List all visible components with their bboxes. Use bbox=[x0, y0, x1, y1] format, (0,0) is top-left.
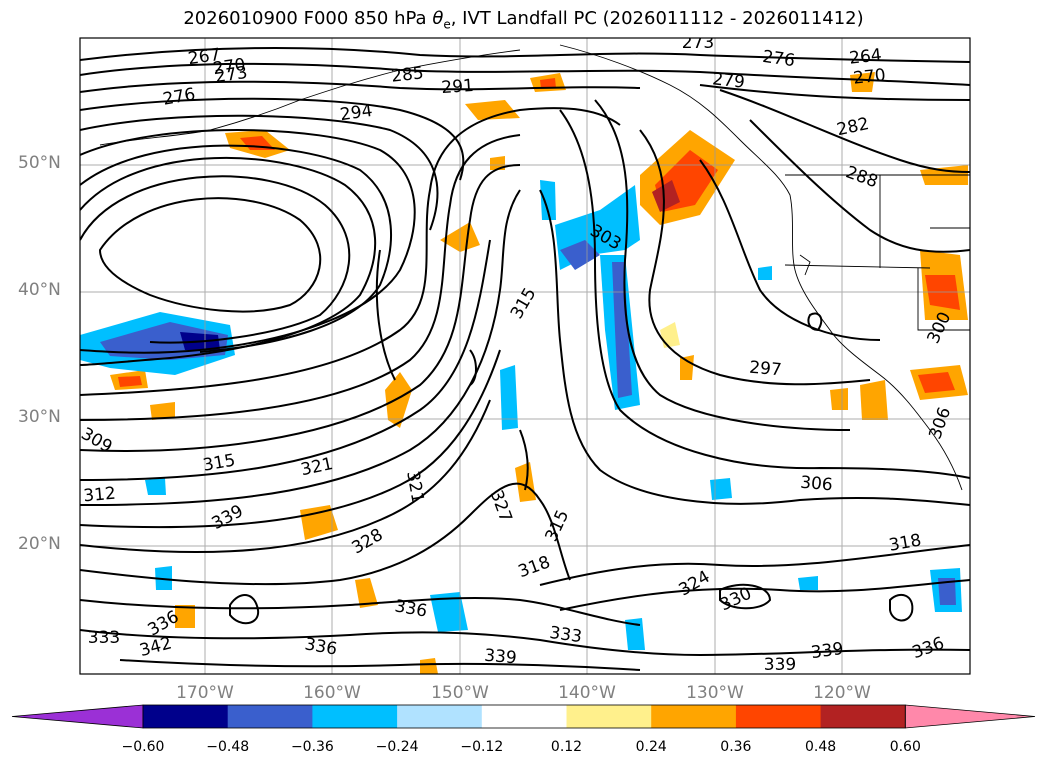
contour-label: 273 bbox=[682, 33, 714, 53]
contour-label: 291 bbox=[441, 76, 475, 98]
title-suffix: , IVT Landfall PC (2026011112 - 20260114… bbox=[450, 8, 864, 29]
colorbar-segment bbox=[651, 705, 737, 728]
lon-label-140w: 140°W bbox=[558, 683, 616, 703]
map-title: 2026010900 F000 850 hPa θe, IVT Landfall… bbox=[0, 8, 1047, 32]
shading-positive bbox=[110, 72, 968, 674]
contour-label: 339 bbox=[810, 639, 845, 663]
contour-label: 276 bbox=[761, 47, 796, 71]
colorbar bbox=[11, 704, 1036, 729]
colorbar-tick-label: 0.36 bbox=[720, 739, 752, 755]
colorbar-tick-label: 0.12 bbox=[550, 739, 583, 755]
contour-label: 339 bbox=[764, 655, 796, 675]
colorbar-tick-label: −0.60 bbox=[121, 739, 165, 755]
contour-label: 270 bbox=[212, 55, 247, 79]
colorbar-segment bbox=[566, 705, 652, 728]
contour-label: 297 bbox=[748, 358, 782, 381]
contour-label: 264 bbox=[848, 45, 882, 68]
title-prefix: 2026010900 F000 850 hPa bbox=[183, 8, 433, 29]
theta-e-contours bbox=[80, 47, 970, 671]
colorbar-frame bbox=[142, 704, 906, 729]
contour-label: 312 bbox=[83, 484, 117, 507]
lat-label-30n: 30°N bbox=[18, 407, 61, 427]
colorbar-tick-label: −0.48 bbox=[206, 739, 250, 755]
colorbar-tick-label: −0.36 bbox=[290, 739, 334, 755]
lat-label-40n: 40°N bbox=[18, 280, 61, 300]
lon-label-150w: 150°W bbox=[431, 683, 489, 703]
colorbar-extend-low bbox=[11, 704, 144, 729]
lon-label-120w: 120°W bbox=[813, 683, 871, 703]
title-theta: θe bbox=[432, 8, 451, 32]
lon-label-130w: 130°W bbox=[686, 683, 744, 703]
colorbar-segment bbox=[397, 705, 483, 728]
lon-label-170w: 170°W bbox=[176, 683, 234, 703]
contour-label: 279 bbox=[711, 69, 745, 92]
contour-label: 306 bbox=[799, 473, 833, 496]
colorbar-segment bbox=[735, 705, 822, 728]
contour-label: 294 bbox=[339, 101, 374, 125]
colorbar-segment bbox=[227, 705, 313, 728]
colorbar-extend-high bbox=[904, 704, 1036, 729]
colorbar-tick-label: 0.48 bbox=[805, 739, 837, 755]
colorbar-tick-label: −0.24 bbox=[375, 739, 419, 755]
contour-label: 285 bbox=[390, 63, 424, 86]
colorbar-tick-label: −0.12 bbox=[460, 739, 504, 755]
coastlines bbox=[99, 44, 970, 491]
contour-label: 333 bbox=[548, 623, 583, 647]
contour-label: 273 bbox=[214, 63, 249, 87]
colorbar-tick-label: 0.60 bbox=[889, 739, 921, 755]
shading-negative bbox=[80, 180, 962, 650]
colorbar-segment bbox=[143, 705, 229, 728]
lat-label-50n: 50°N bbox=[18, 153, 61, 173]
contour-label: 339 bbox=[483, 646, 517, 669]
contour-label: 333 bbox=[88, 628, 120, 648]
lon-label-160w: 160°W bbox=[303, 683, 361, 703]
plot-frame bbox=[79, 37, 971, 675]
contour-label: 270 bbox=[852, 65, 886, 88]
contour-label: 267 bbox=[187, 45, 222, 69]
lat-label-20n: 20°N bbox=[18, 534, 61, 554]
colorbar-segment bbox=[312, 705, 398, 728]
colorbar-segment bbox=[481, 705, 567, 728]
colorbar-tick-label: 0.24 bbox=[635, 739, 667, 755]
colorbar-segment bbox=[820, 705, 906, 728]
